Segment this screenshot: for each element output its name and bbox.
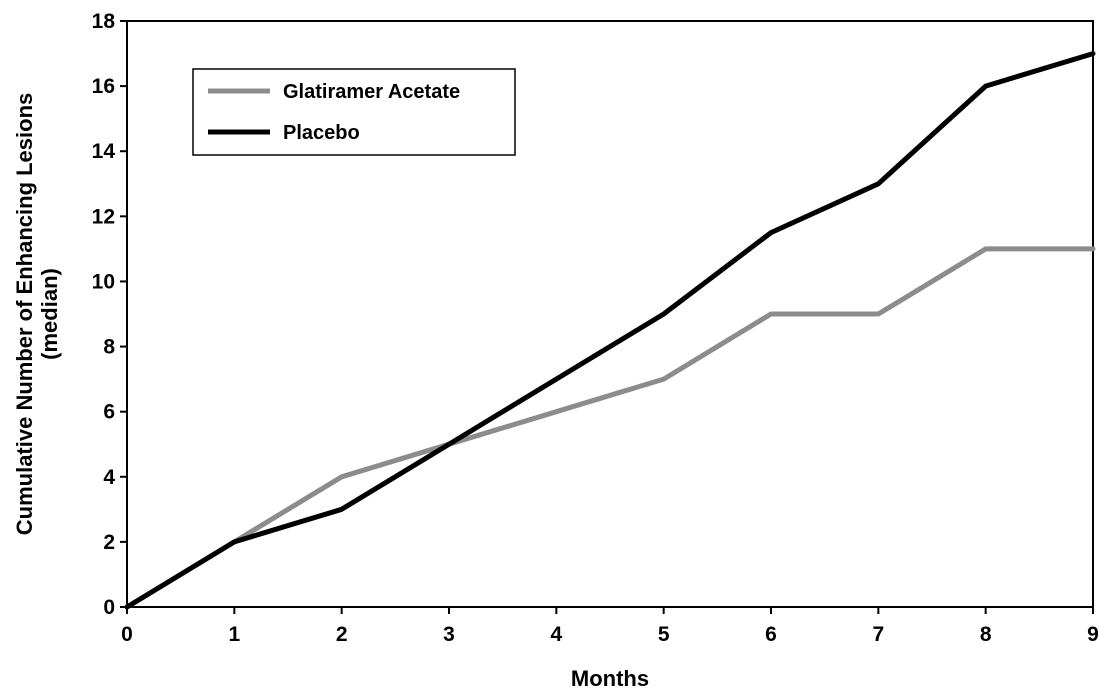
x-tick-label: 7 [872,623,884,646]
x-tick-label: 8 [980,623,992,646]
y-tick-label: 18 [92,10,116,33]
x-tick-label: 1 [228,623,240,646]
y-axis-title-line-2: (median) [37,268,62,360]
x-tick-label: 6 [765,623,777,646]
y-axis-title: Cumulative Number of Enhancing Lesions (… [12,93,62,536]
series-layer [124,51,1096,610]
x-axis: 0 1 2 3 4 5 6 7 8 9 [121,607,1099,646]
series-line-glatiramer-acetate [124,246,1096,610]
x-tick-label: 2 [336,623,348,646]
y-tick-label: 8 [103,336,115,359]
plot-frame [126,20,1094,608]
x-tick-label: 5 [658,623,670,646]
legend-box [192,68,516,156]
y-tick-label: 4 [103,466,115,489]
x-axis-title: Months [571,666,649,690]
y-axis-title-line-1: Cumulative Number of Enhancing Lesions [12,93,37,536]
plot-area [126,20,1094,608]
series-line-placebo [124,51,1096,610]
y-tick-label: 0 [103,596,115,619]
legend-label-placebo: Placebo [283,122,360,144]
y-tick-label: 10 [92,270,115,293]
y-tick-label: 12 [92,205,115,228]
y-tick-label: 2 [103,531,115,554]
y-tick-label: 14 [92,140,116,163]
y-tick-label: 6 [103,401,115,424]
x-tick-label: 4 [550,623,562,646]
x-tick-label: 0 [121,623,133,646]
x-tick-label: 9 [1087,623,1099,646]
legend-label-glatiramer: Glatiramer Acetate [283,81,460,103]
x-tick-label: 3 [443,623,455,646]
y-axis: 0 2 4 6 8 10 12 14 16 18 [92,10,127,619]
legend: Glatiramer Acetate Placebo [192,68,516,156]
y-tick-label: 16 [92,75,115,98]
